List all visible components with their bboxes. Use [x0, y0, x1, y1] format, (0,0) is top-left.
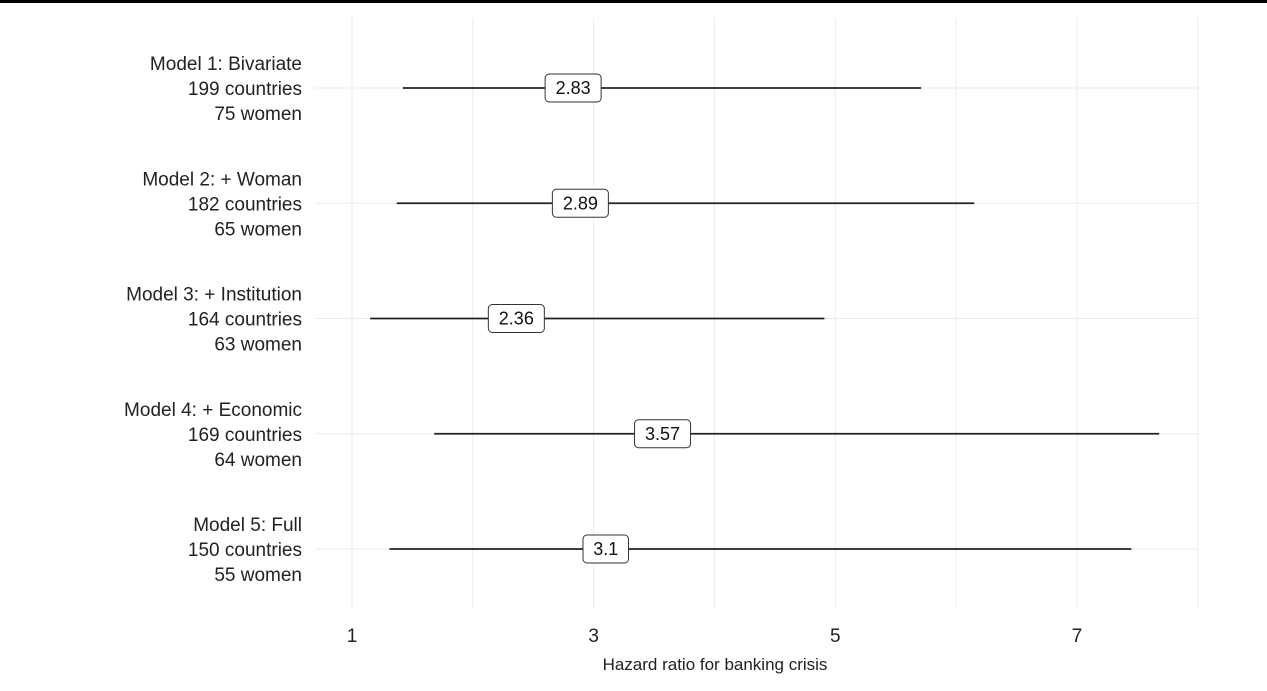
- x-tick-label: 5: [830, 626, 841, 647]
- model-label: Model 2: + Woman 182 countries 65 women: [142, 169, 302, 240]
- estimate-label-box: [582, 534, 629, 564]
- model-label-line: 150 countries: [188, 540, 302, 561]
- estimate-label: 2.36: [499, 309, 534, 329]
- model-label-line: 64 women: [214, 450, 302, 471]
- model-label-line: Model 3: + Institution: [126, 285, 302, 306]
- x-axis-ticks: 1 3 5 7: [347, 626, 1083, 647]
- model-label: Model 3: + Institution 164 countries 63 wo…: [126, 285, 302, 356]
- model-label-line: Model 4: + Economic: [124, 400, 302, 421]
- estimate-label-box: [487, 304, 545, 333]
- estimate-label: 3.1: [593, 539, 618, 559]
- model-label-line: 65 women: [214, 219, 302, 240]
- model-label-line: 164 countries: [188, 310, 302, 331]
- x-tick-label: 7: [1072, 626, 1083, 647]
- x-axis-title: Hazard ratio for banking crisis: [603, 655, 828, 674]
- estimate-label: 3.57: [645, 424, 680, 444]
- estimate-label-box: [551, 188, 609, 218]
- x-tick-label: 3: [588, 626, 599, 647]
- model-label: Model 5: Full 150 countries 55 women: [188, 515, 302, 586]
- model-label-line: Model 1: Bivariate: [150, 54, 302, 75]
- estimate-labels: 2.83 2.89 2.36 3.57 3.1: [487, 73, 692, 564]
- model-label-line: Model 2: + Woman: [142, 169, 302, 190]
- model-label-line: Model 5: Full: [193, 515, 302, 536]
- model-label-line: 75 women: [214, 104, 302, 125]
- estimate-label-box: [544, 73, 602, 103]
- top-rule: [0, 0, 1267, 3]
- model-label: Model 1: Bivariate 199 countries 75 women: [150, 54, 302, 125]
- model-label-line: 169 countries: [188, 425, 302, 446]
- estimate-label-box: [634, 419, 692, 449]
- model-label-line: 199 countries: [188, 79, 302, 100]
- confidence-intervals: [370, 87, 1160, 550]
- estimate-label: 2.89: [563, 193, 598, 213]
- model-label-line: 55 women: [214, 565, 302, 586]
- model-label-line: 182 countries: [188, 194, 302, 215]
- model-label: Model 4: + Economic 169 countries 64 women: [124, 400, 302, 471]
- grid: [315, 18, 1199, 608]
- estimate-label: 2.83: [556, 78, 591, 98]
- x-tick-label: 1: [347, 626, 358, 647]
- model-label-line: 63 women: [214, 335, 302, 356]
